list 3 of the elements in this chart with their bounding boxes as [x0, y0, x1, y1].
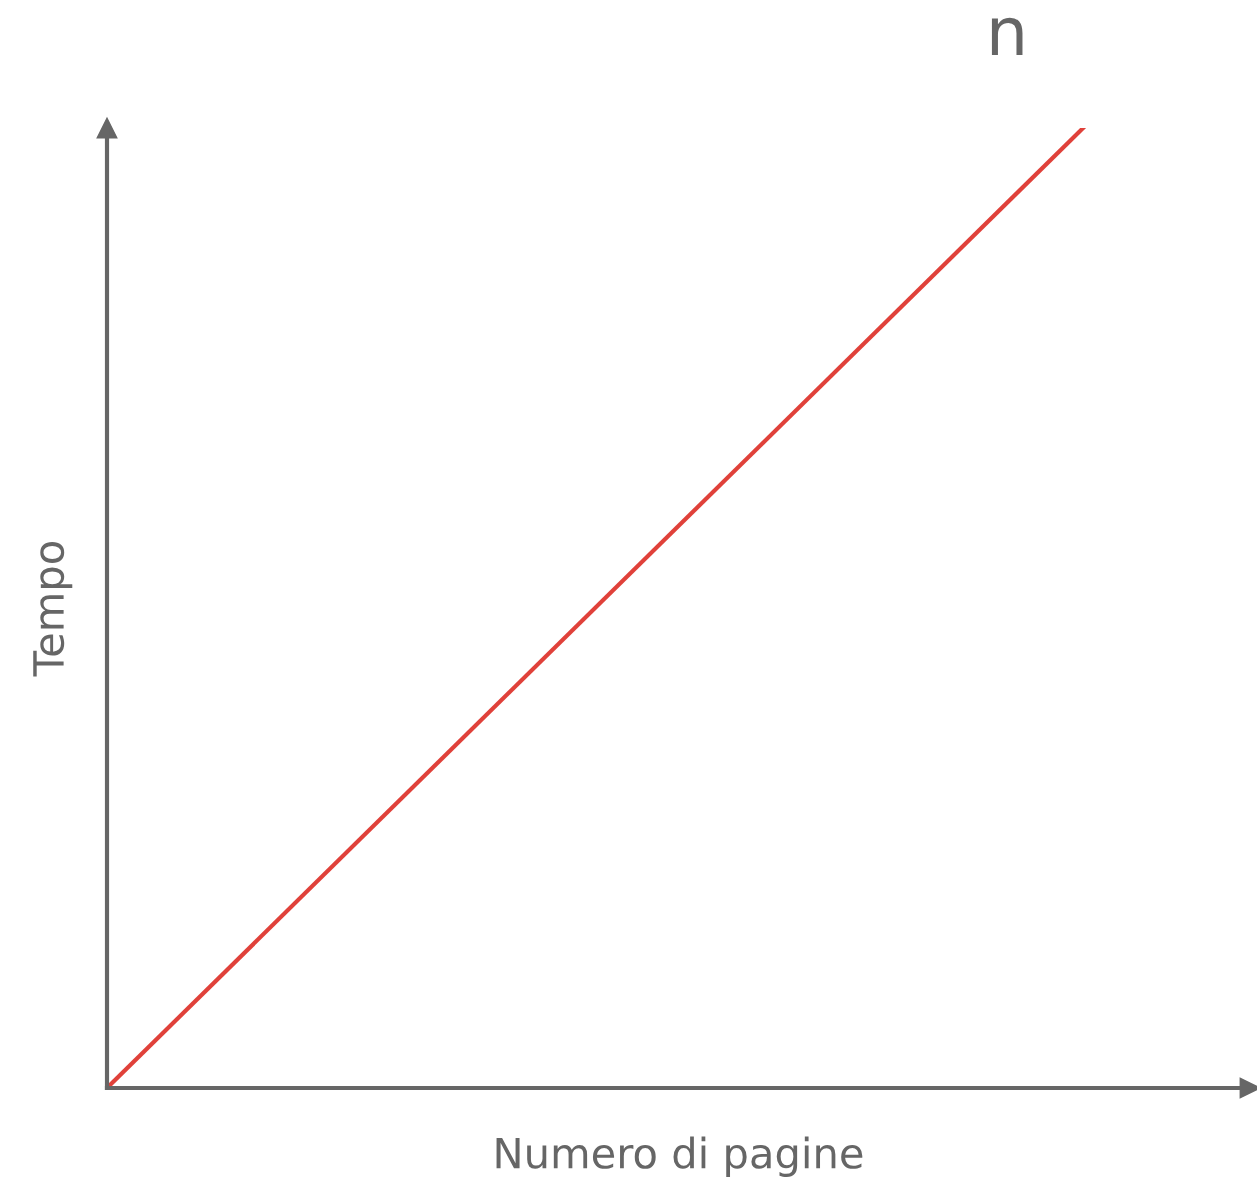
text: n	[991, 17, 1023, 55]
y-axis-title: Tempo	[33, 542, 73, 677]
x-axis-title: Numero di pagine	[496, 1136, 863, 1177]
